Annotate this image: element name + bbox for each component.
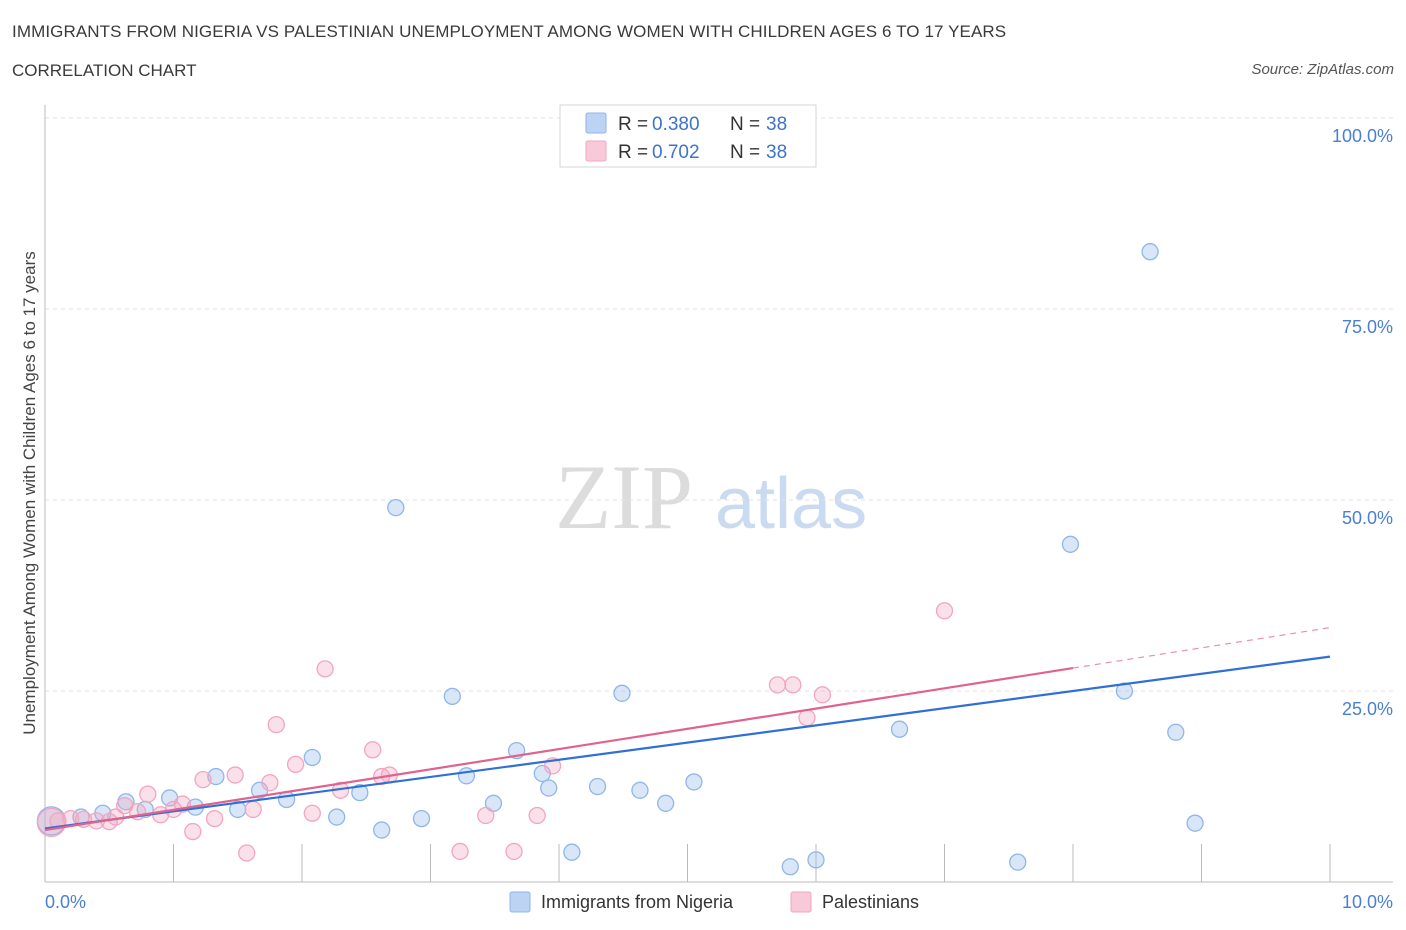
point-palestinians bbox=[813, 686, 832, 704]
y-tick-label: 25.0% bbox=[1342, 699, 1393, 719]
y-axis-tick-labels: 100.0% 75.0% 50.0% 25.0% bbox=[1332, 126, 1393, 719]
point-nigeria bbox=[412, 809, 431, 828]
legend-r-value-2: 0.702 bbox=[652, 142, 700, 163]
point-palestinians bbox=[505, 842, 523, 861]
legend-r-value-1: 0.380 bbox=[652, 114, 700, 135]
trend-line-nigeria bbox=[44, 655, 1331, 830]
chart-title: IMMIGRANTS FROM NIGERIA VS PALESTINIAN U… bbox=[12, 22, 1007, 41]
series-legend-label-nigeria: Immigrants from Nigeria bbox=[541, 892, 734, 912]
point-nigeria bbox=[781, 858, 799, 876]
point-nigeria bbox=[540, 779, 558, 797]
watermark-zip: ZIP bbox=[555, 446, 693, 548]
point-palestinians bbox=[798, 709, 816, 727]
chart-subtitle: CORRELATION CHART bbox=[12, 61, 197, 80]
point-nigeria bbox=[1009, 853, 1027, 871]
point-nigeria bbox=[613, 684, 631, 702]
legend-n-label-1: N = bbox=[730, 114, 760, 135]
point-palestinians bbox=[784, 676, 802, 694]
point-nigeria bbox=[563, 843, 581, 861]
point-palestinians bbox=[238, 844, 256, 862]
x-axis-ticks bbox=[173, 844, 1331, 882]
correlation-legend: R = 0.380 N = 38 R = 0.702 N = 38 bbox=[559, 104, 817, 168]
point-palestinians bbox=[267, 715, 285, 734]
y-tick-label: 100.0% bbox=[1332, 126, 1393, 146]
point-nigeria bbox=[373, 821, 391, 839]
point-nigeria bbox=[657, 794, 675, 812]
y-axis-label: Unemployment Among Women with Children A… bbox=[20, 251, 39, 735]
point-palestinians bbox=[935, 602, 954, 620]
data-points bbox=[36, 243, 1204, 876]
point-nigeria bbox=[1061, 535, 1080, 553]
point-nigeria bbox=[1115, 682, 1134, 700]
trend-line-palestinians bbox=[44, 666, 1074, 832]
point-palestinians bbox=[261, 774, 279, 792]
source-label: Source: ZipAtlas.com bbox=[1251, 61, 1394, 78]
point-nigeria bbox=[1186, 814, 1204, 832]
axes bbox=[44, 105, 1393, 883]
watermark-atlas: atlas bbox=[715, 464, 867, 544]
point-nigeria bbox=[631, 781, 649, 799]
point-nigeria bbox=[1141, 243, 1159, 261]
point-palestinians bbox=[316, 660, 334, 678]
trend-lines bbox=[44, 626, 1331, 832]
point-nigeria bbox=[387, 498, 405, 517]
point-nigeria bbox=[351, 783, 369, 802]
point-nigeria bbox=[807, 851, 825, 869]
point-palestinians bbox=[244, 800, 262, 819]
point-palestinians bbox=[226, 766, 244, 784]
legend-n-value-2: 38 bbox=[766, 142, 787, 163]
legend-r-label-2: R = bbox=[618, 142, 648, 163]
point-palestinians bbox=[184, 822, 202, 841]
point-nigeria bbox=[303, 748, 321, 767]
point-palestinians bbox=[194, 770, 212, 789]
y-tick-label: 75.0% bbox=[1342, 317, 1393, 337]
legend-r-label-1: R = bbox=[618, 114, 648, 135]
point-palestinians bbox=[528, 806, 546, 825]
legend-swatch-nigeria bbox=[585, 112, 607, 134]
series-legend: Immigrants from Nigeria Palestinians bbox=[509, 891, 919, 913]
point-palestinians bbox=[768, 676, 787, 694]
point-nigeria bbox=[484, 794, 503, 812]
gridlines bbox=[45, 117, 1393, 692]
x-tick-label-max: 10.0% bbox=[1342, 892, 1393, 912]
point-palestinians bbox=[286, 755, 305, 773]
y-tick-label: 50.0% bbox=[1342, 508, 1393, 528]
point-nigeria bbox=[443, 687, 461, 705]
point-palestinians bbox=[303, 804, 321, 822]
series-legend-label-palestinians: Palestinians bbox=[822, 892, 919, 912]
point-nigeria bbox=[207, 767, 225, 786]
series-legend-swatch-palestinians bbox=[790, 891, 812, 913]
point-nigeria bbox=[328, 808, 346, 826]
point-nigeria bbox=[1167, 723, 1185, 741]
legend-n-label-2: N = bbox=[730, 142, 760, 163]
point-nigeria bbox=[685, 773, 703, 791]
legend-n-value-1: 38 bbox=[766, 114, 787, 135]
point-palestinians bbox=[364, 741, 382, 759]
x-tick-label-min: 0.0% bbox=[45, 892, 86, 912]
point-nigeria bbox=[588, 777, 607, 796]
legend-swatch-palestinians bbox=[585, 140, 607, 162]
point-palestinians bbox=[139, 785, 157, 803]
point-nigeria bbox=[890, 720, 909, 738]
point-palestinians bbox=[205, 809, 224, 828]
point-palestinians bbox=[477, 806, 495, 825]
point-nigeria bbox=[457, 767, 476, 785]
series-legend-swatch-nigeria bbox=[509, 891, 531, 913]
point-palestinians bbox=[451, 842, 469, 861]
